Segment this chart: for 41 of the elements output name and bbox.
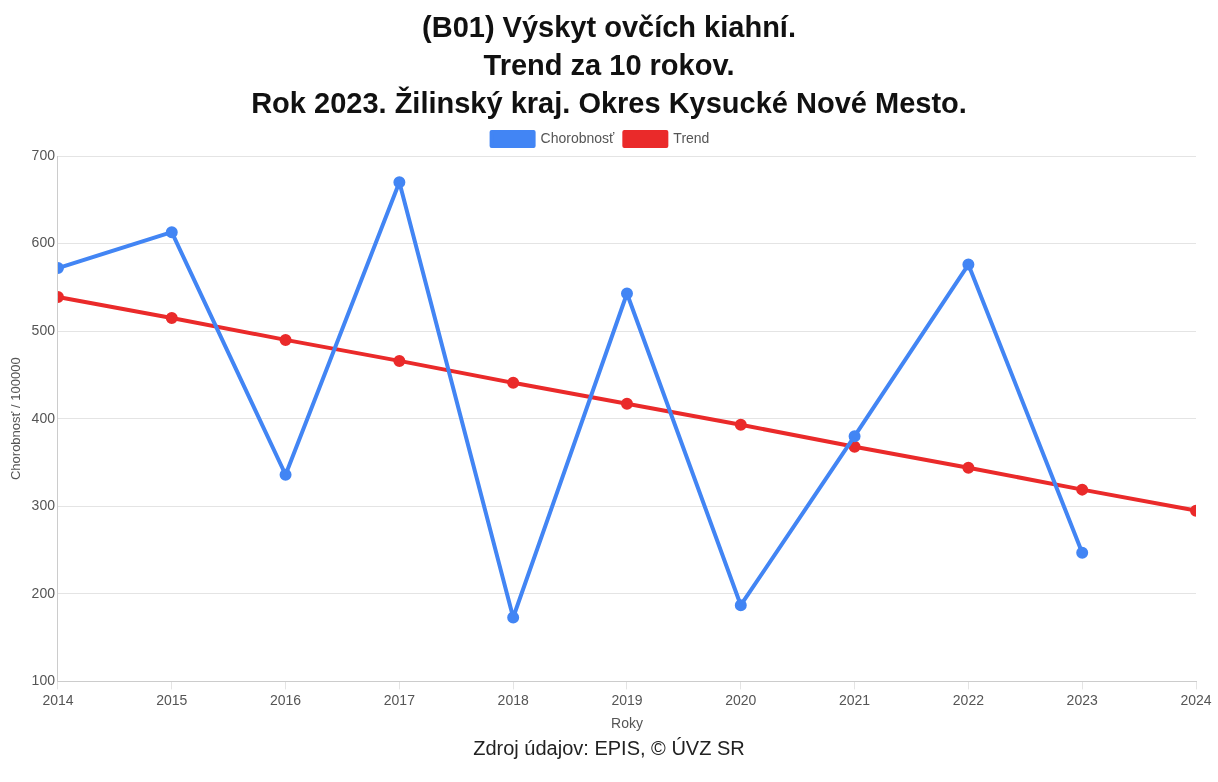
y-tick-label: 100 xyxy=(31,672,56,689)
point xyxy=(507,611,520,624)
point xyxy=(393,354,406,367)
point xyxy=(848,430,861,443)
x-tick-label: 2015 xyxy=(156,691,188,708)
y-tick-label: 400 xyxy=(31,409,56,426)
x-tick-label: 2019 xyxy=(611,691,643,708)
point xyxy=(734,418,747,431)
point xyxy=(507,376,520,389)
y-tick-label: 600 xyxy=(31,234,56,251)
x-tick-label: 2018 xyxy=(497,691,529,708)
chart-title: (B01) Výskyt ovčích kiahní. Trend za 10 rokov. Rok 2023. Žilinský kraj. Okres Kysucké Nové Mesto. xyxy=(250,10,968,121)
x-tick-label: 2023 xyxy=(1066,691,1098,708)
point xyxy=(620,397,633,410)
text: Zdroj údajov: EPIS, © ÚVZ SR xyxy=(472,737,746,760)
y-tick-label: 500 xyxy=(31,321,56,338)
point xyxy=(279,468,292,481)
point xyxy=(734,599,747,612)
legend-label: Trend xyxy=(673,129,710,146)
point xyxy=(848,440,861,453)
legend-label: Chorobnosť xyxy=(540,129,616,146)
point xyxy=(279,333,292,346)
y-tick-label: 700 xyxy=(31,146,56,163)
x-tick-label: 2014 xyxy=(42,691,74,708)
x-tick-label: 2017 xyxy=(383,691,416,708)
point xyxy=(165,226,178,239)
x-tick-label: 2024 xyxy=(1180,691,1212,708)
point xyxy=(393,176,406,189)
point xyxy=(1076,546,1089,559)
x-tick-label: 2021 xyxy=(839,691,871,708)
y-tick-label: 200 xyxy=(31,584,56,601)
x-tick-label: 2020 xyxy=(725,691,757,708)
x-axis-title: Roky xyxy=(611,715,643,732)
point xyxy=(165,312,178,324)
point xyxy=(1076,483,1089,496)
x-tick-label: 2016 xyxy=(269,691,302,708)
y-axis-title: Chorobnosť / 100000 xyxy=(8,357,24,481)
y-tick-label: 300 xyxy=(31,497,56,514)
point xyxy=(962,461,975,474)
x-tick-label: 2022 xyxy=(952,691,985,708)
point xyxy=(962,258,975,271)
